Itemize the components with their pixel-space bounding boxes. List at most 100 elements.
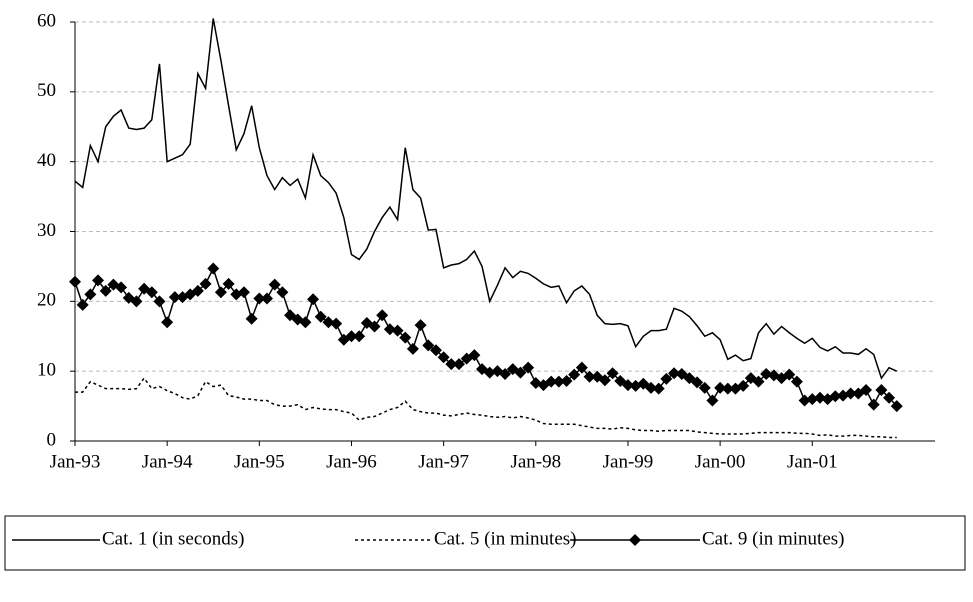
marker	[161, 316, 174, 329]
marker	[406, 342, 419, 355]
marker	[660, 372, 673, 385]
marker	[867, 398, 880, 411]
marker	[383, 323, 396, 336]
legend-label: Cat. 1 (in seconds)	[102, 528, 244, 549]
x-tick-label: Jan-98	[510, 451, 561, 472]
y-tick-label: 30	[37, 220, 56, 241]
marker	[199, 277, 212, 290]
marker	[606, 367, 619, 380]
marker	[806, 393, 819, 406]
x-tick-label: Jan-99	[603, 451, 654, 472]
marker	[414, 319, 427, 332]
legend-marker	[629, 534, 641, 546]
marker	[207, 262, 220, 275]
marker	[468, 349, 481, 362]
marker	[353, 330, 366, 343]
y-tick-label: 40	[37, 150, 56, 171]
marker	[691, 376, 704, 389]
y-tick-label: 20	[37, 290, 56, 311]
marker	[583, 370, 596, 383]
marker	[522, 361, 535, 374]
marker	[153, 295, 166, 308]
legend-box	[4, 515, 966, 571]
marker	[645, 381, 657, 394]
marker	[422, 339, 435, 352]
series-line	[74, 18, 898, 380]
marker	[752, 375, 765, 388]
marker	[168, 291, 181, 304]
marker	[222, 277, 235, 290]
marker	[261, 292, 273, 305]
marker	[115, 281, 128, 294]
marker	[668, 367, 681, 380]
x-tick-label: Jan-93	[50, 451, 101, 472]
marker	[92, 274, 105, 287]
marker	[429, 344, 442, 357]
marker	[437, 351, 450, 364]
legend-label: Cat. 9 (in minutes)	[702, 528, 844, 549]
marker	[214, 286, 227, 299]
marker	[322, 316, 335, 329]
marker	[760, 367, 773, 380]
marker	[376, 309, 389, 322]
marker	[99, 284, 112, 297]
marker	[798, 394, 811, 407]
marker	[130, 295, 143, 308]
marker	[598, 374, 611, 387]
marker	[890, 400, 903, 413]
marker	[652, 382, 665, 395]
marker	[783, 368, 796, 381]
marker	[714, 381, 727, 394]
marker	[483, 366, 496, 379]
x-tick-label: Jan-96	[326, 451, 377, 472]
marker	[69, 275, 81, 288]
marker	[560, 374, 573, 387]
marker	[829, 390, 842, 403]
marker	[875, 384, 888, 397]
marker	[314, 310, 327, 323]
marker	[737, 379, 750, 392]
marker	[84, 288, 97, 301]
marker	[883, 391, 896, 404]
marker	[145, 286, 158, 299]
marker	[698, 381, 711, 394]
marker	[299, 316, 312, 329]
marker	[621, 379, 634, 392]
marker	[453, 358, 465, 371]
marker	[844, 387, 857, 400]
marker	[191, 284, 204, 297]
marker	[330, 317, 343, 330]
marker	[706, 394, 719, 407]
marker	[237, 286, 250, 299]
marker	[253, 292, 266, 305]
marker	[813, 391, 826, 404]
x-tick-label: Jan-01	[787, 451, 838, 472]
x-tick-label: Jan-95	[234, 451, 285, 472]
marker	[514, 366, 527, 379]
marker	[552, 375, 565, 388]
marker	[307, 293, 320, 306]
marker	[445, 358, 458, 371]
y-tick-label: 50	[37, 80, 56, 101]
marker	[568, 368, 581, 381]
legend-label: Cat. 5 (in minutes)	[434, 528, 576, 549]
marker	[499, 367, 512, 380]
marker	[268, 278, 281, 291]
marker	[391, 324, 404, 337]
marker	[399, 331, 412, 344]
marker	[545, 375, 558, 388]
marker	[345, 330, 358, 343]
marker	[245, 312, 258, 325]
marker	[276, 286, 289, 299]
y-tick-label: 60	[37, 10, 56, 31]
marker	[368, 320, 381, 333]
marker	[790, 375, 803, 388]
x-tick-label: Jan-94	[142, 451, 193, 472]
marker	[721, 382, 734, 395]
x-tick-label: Jan-00	[695, 451, 746, 472]
y-tick-label: 0	[47, 429, 57, 450]
series-line	[75, 376, 897, 439]
marker	[76, 298, 89, 311]
marker	[860, 384, 873, 397]
